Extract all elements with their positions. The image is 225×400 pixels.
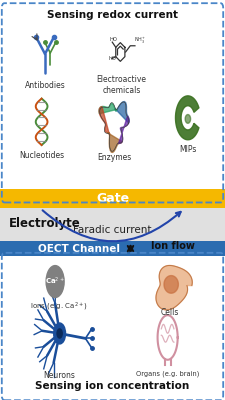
Circle shape (46, 266, 64, 298)
Polygon shape (99, 106, 110, 135)
Text: Gate: Gate (96, 192, 129, 205)
FancyArrowPatch shape (43, 210, 181, 241)
Bar (0, 208, 225, 256)
Polygon shape (176, 96, 199, 140)
Text: HO: HO (109, 37, 117, 42)
Text: Electroactive
chemicals: Electroactive chemicals (97, 75, 146, 95)
Polygon shape (99, 104, 117, 114)
Text: Sensing ion concentration: Sensing ion concentration (35, 380, 190, 390)
Bar (0, 241, 225, 256)
Text: Sensing redox current: Sensing redox current (47, 10, 178, 20)
Polygon shape (119, 116, 129, 144)
Bar (0, 189, 225, 208)
Text: Neurons: Neurons (44, 371, 76, 380)
Text: Nucleotides: Nucleotides (19, 151, 64, 160)
Polygon shape (107, 132, 122, 152)
Text: Ions (e.g. Ca$^{2+}$): Ions (e.g. Ca$^{2+}$) (30, 300, 87, 313)
Text: MIPs: MIPs (179, 144, 197, 154)
Text: Electrolyte: Electrolyte (9, 217, 81, 230)
Text: HO: HO (108, 56, 116, 61)
Polygon shape (164, 276, 178, 293)
Circle shape (54, 323, 65, 344)
Text: Ion flow: Ion flow (151, 241, 195, 251)
Polygon shape (156, 266, 192, 310)
Polygon shape (185, 114, 191, 123)
Circle shape (57, 329, 62, 338)
Text: Organs (e.g. brain): Organs (e.g. brain) (136, 371, 199, 377)
Text: Antibodies: Antibodies (25, 82, 65, 90)
Text: OECT Channel: OECT Channel (38, 244, 120, 254)
Text: Ca$^{2+}$: Ca$^{2+}$ (45, 276, 65, 287)
Text: Cells: Cells (161, 308, 179, 317)
Polygon shape (115, 102, 129, 123)
Text: Faradic current: Faradic current (73, 225, 152, 235)
Text: NH$_3^+$: NH$_3^+$ (134, 36, 147, 46)
Text: Enzymes: Enzymes (98, 152, 132, 162)
